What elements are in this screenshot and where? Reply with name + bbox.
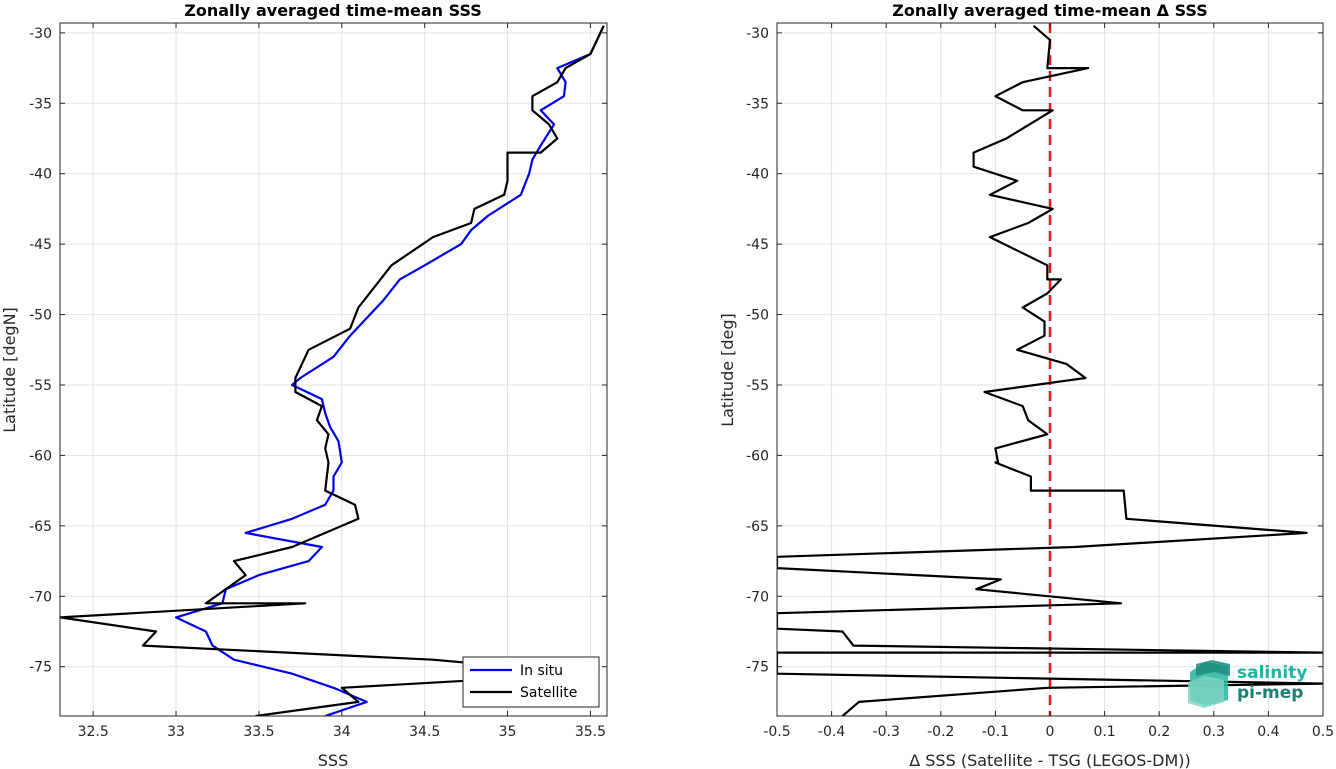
right-xtick-label: -0.1 [982, 724, 1009, 740]
right-ytick-label: -65 [746, 519, 769, 535]
right-xtick-label: 0.1 [1093, 724, 1115, 740]
legend-box [462, 656, 600, 708]
left-series [60, 25, 605, 716]
right-xtick-label: 0 [1046, 724, 1055, 740]
left-series-line-in-situ [174, 25, 605, 716]
left-ytick-label: -35 [29, 96, 52, 112]
left-ylabel: Latitude [degN] [0, 307, 19, 433]
logo-mark-icon [1188, 660, 1230, 708]
left-xtick-label: 32.5 [78, 724, 109, 740]
left-xtick-label: 35 [499, 724, 517, 740]
left-ytick-label: -70 [29, 589, 52, 605]
right-xtick-label: -0.5 [763, 724, 790, 740]
right-xtick-label: -0.4 [818, 724, 845, 740]
right-ylabel: Latitude [deg] [718, 313, 737, 427]
right-ytick-label: -75 [746, 660, 769, 676]
left-ytick-label: -55 [29, 378, 52, 394]
left-ytick-label: -65 [29, 519, 52, 535]
right-ytick-label: -60 [746, 448, 769, 464]
right-series-line-delta-sss [777, 24, 1323, 716]
right-ytick-label: -30 [746, 26, 769, 42]
right-title: Zonally averaged time-mean Δ SSS [892, 1, 1208, 20]
left-axes-frame [59, 22, 608, 717]
right-ticks: -0.5 -0.4 -0.3 -0.2 -0.1 0 0.1 0.2 0.3 0.4 0.5 -30 -… [746, 23, 1334, 740]
right-xtick-label: -0.2 [927, 724, 954, 740]
left-xtick-label: 34 [333, 724, 351, 740]
right-ytick-label: -55 [746, 378, 769, 394]
left-xtick-label: 33 [167, 724, 185, 740]
left-xtick-label: 35.5 [575, 724, 606, 740]
right-xlabel: Δ SSS (Satellite - TSG (LEGOS-DM)) [909, 751, 1191, 769]
left-ytick-label: -50 [29, 308, 52, 324]
right-ytick-label: -45 [746, 237, 769, 253]
right-xtick-label: -0.3 [873, 724, 900, 740]
right-ytick-label: -35 [746, 96, 769, 112]
left-panel: 32.5 33 33.5 34 34.5 35 35.5 -30 -35 -40 -45 -50 -55… [0, 1, 608, 769]
left-ytick-label: -45 [29, 237, 52, 253]
left-grid [60, 23, 607, 716]
right-ytick-label: -70 [746, 589, 769, 605]
left-ytick-label: -75 [29, 660, 52, 676]
right-xtick-label: 0.2 [1148, 724, 1170, 740]
legend: In situ Satellite [462, 656, 600, 708]
right-panel: -0.5 -0.4 -0.3 -0.2 -0.1 0 0.1 0.2 0.3 0.4 0.5 -30 -… [718, 1, 1334, 769]
legend-label-satellite: Satellite [520, 685, 577, 701]
left-xtick-label: 34.5 [409, 724, 440, 740]
left-xlabel: SSS [318, 751, 348, 769]
right-xtick-label: 0.4 [1257, 724, 1279, 740]
logo-text-pi-mep: pi-mep [1237, 683, 1303, 703]
salinity-pi-mep-logo: salinity pi-mep [1188, 660, 1307, 708]
right-xtick-label: 0.3 [1203, 724, 1225, 740]
right-series [777, 24, 1323, 716]
left-series-line-satellite [60, 25, 605, 716]
left-ytick-label: -30 [29, 26, 52, 42]
logo-text-salinity: salinity [1237, 663, 1307, 683]
left-title: Zonally averaged time-mean SSS [184, 1, 482, 20]
left-ticks: 32.5 33 33.5 34 34.5 35 35.5 -30 -35 -40 -45 -50 -55… [29, 23, 607, 740]
right-xtick-label: 0.5 [1312, 724, 1334, 740]
legend-label-in-situ: In situ [520, 663, 563, 679]
left-ytick-label: -60 [29, 448, 52, 464]
right-ytick-label: -40 [746, 167, 769, 183]
left-ytick-label: -40 [29, 167, 52, 183]
right-ytick-label: -50 [746, 308, 769, 324]
left-xtick-label: 33.5 [243, 724, 274, 740]
